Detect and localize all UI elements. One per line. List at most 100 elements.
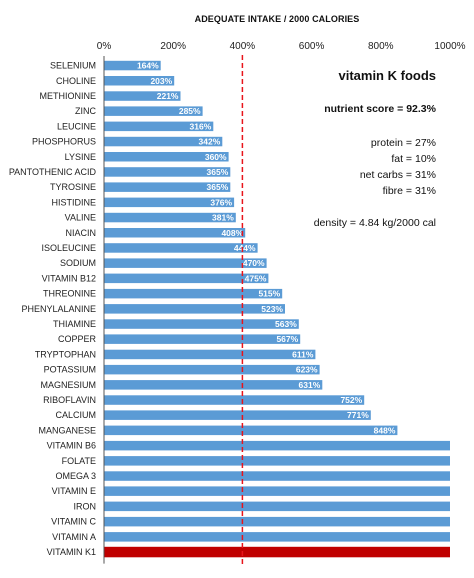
fibre-stat: fibre = 31% [382,185,436,197]
category-label: METHIONINE [39,91,96,101]
category-label: VITAMIN K1 [47,547,96,557]
data-label: 623% [296,365,318,375]
category-labels: SELENIUM CHOLINE METHIONINE ZINC LEUCINE PHOS… [9,61,97,557]
x-tick-label: 200% [160,41,186,52]
protein-stat: protein = 27% [370,137,436,149]
data-label: 611% [292,349,314,359]
data-label: 771% [347,410,369,420]
bar [104,334,301,344]
category-label: VITAMIN C [51,517,96,527]
bar [104,228,246,238]
bar [104,273,269,284]
category-label: PANTOTHENIC ACID [9,167,97,177]
category-label: VALINE [65,213,96,223]
bar [104,121,214,132]
category-label: ISOLEUCINE [41,243,96,253]
category-label: HISTIDINE [51,197,96,207]
bar [104,288,283,299]
category-label: SODIUM [60,258,96,268]
x-tick-label: 400% [230,41,256,52]
bar [104,197,235,208]
data-label: 360% [205,152,227,162]
bar [104,182,231,192]
data-label: 523% [261,304,283,314]
bar [104,380,323,390]
data-label: 316% [190,121,212,131]
category-label: PHOSPHORUS [32,137,96,147]
data-label: 470% [243,258,265,268]
density-stat: density = 4.84 kg/2000 cal [313,217,436,229]
category-label: CHOLINE [56,76,96,86]
category-label: OMEGA 3 [55,471,96,481]
bar [104,167,231,177]
bar [104,60,161,71]
x-tick-label: 800% [368,41,394,52]
bars: 164% 203% 221%285% 316% 342% 360% 365% 365% 376%… [104,61,450,558]
data-label: 631% [299,380,321,390]
data-label: 475% [245,273,267,283]
bar [104,532,450,542]
category-label: TRYPTOPHAN [35,349,96,359]
data-label: 752% [340,395,362,405]
data-label: 444% [234,243,256,253]
category-label: LEUCINE [57,121,96,131]
data-label: 408% [221,228,243,238]
x-axis-ticks: 0% 200% 400% 600% 800% 1000% [97,41,466,52]
x-tick-label: 0% [97,41,112,52]
data-label: 848% [374,425,396,435]
data-label: 567% [276,334,298,344]
category-label: POTASSIUM [44,365,96,375]
data-label: 563% [275,319,297,329]
data-label: 221% [157,91,179,101]
bar [104,76,175,86]
bar [104,243,258,253]
category-label: CALCIUM [55,410,96,420]
category-label: VITAMIN A [52,532,96,542]
data-label: 365% [207,167,229,177]
data-label: 203% [150,76,172,86]
category-label: FOLATE [62,456,96,466]
category-label: ZINC [75,106,96,116]
category-label: VITAMIN B12 [42,273,96,283]
bar [104,258,267,268]
category-label: NIACIN [65,228,96,238]
bar [104,410,371,420]
category-label: SELENIUM [50,61,96,71]
category-label: MAGNESIUM [40,380,96,390]
category-label: VITAMIN E [52,486,96,496]
category-label: THREONINE [43,289,96,299]
category-label: VITAMIN B6 [47,441,96,451]
bar [104,349,316,360]
category-label: IRON [74,501,97,511]
bar [104,106,203,116]
bar [104,91,181,101]
category-label: MANGANESE [38,425,96,435]
x-tick-label: 1000% [434,41,465,52]
category-label: TYROSINE [50,182,96,192]
bar [104,425,398,436]
data-label: 342% [199,137,221,147]
fat-stat: fat = 10% [391,153,436,165]
bar [104,136,223,147]
x-tick-label: 600% [299,41,325,52]
data-label: 381% [212,213,234,223]
bar [104,364,320,375]
data-label: 365% [207,182,229,192]
bar [104,456,450,466]
data-label: 376% [210,197,232,207]
category-label: LYSINE [65,152,96,162]
data-label: 164% [137,61,159,71]
bar [104,304,285,314]
bar [104,471,450,481]
bar [104,516,450,527]
net-carbs-stat: net carbs = 31% [359,169,436,181]
category-label: THIAMINE [53,319,96,329]
bar [104,395,365,405]
category-label: RIBOFLAVIN [43,395,96,405]
data-label: 285% [179,106,201,116]
data-label: 515% [258,289,280,299]
bar [104,440,450,451]
bar [104,486,450,496]
bar [104,546,450,558]
